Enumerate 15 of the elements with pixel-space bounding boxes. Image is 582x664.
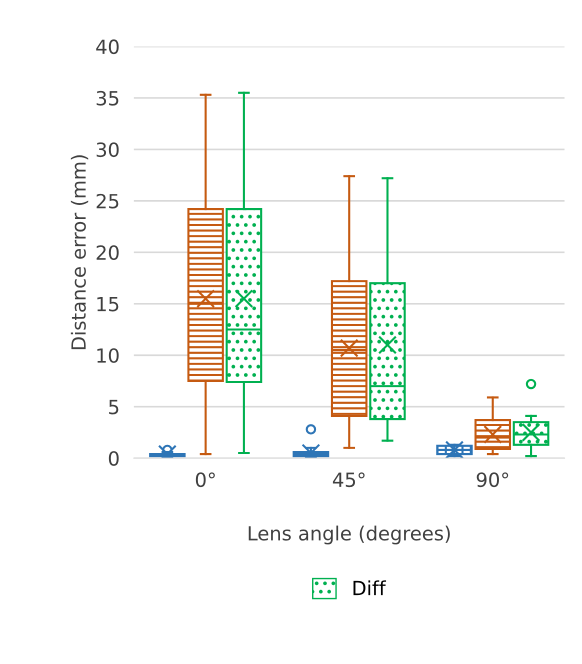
y-tick-label: 10 (97, 348, 119, 363)
y-tick-label: 15 (97, 296, 118, 312)
y-tick-label: 25 (96, 194, 118, 209)
y-tick-label: 0 (108, 451, 119, 466)
x-axis-title: Lens angle (degrees) (248, 526, 450, 544)
x-tick-label: 0° (196, 472, 215, 488)
y-tick-label: 20 (96, 245, 119, 260)
x-tick-label: 90° (476, 472, 508, 488)
y-axis-title: Distance error (mm) (70, 155, 88, 350)
y-tick-label: 5 (109, 400, 118, 414)
y-tick-label: 35 (96, 90, 118, 106)
legend-label: Diff (354, 580, 386, 596)
y-tick-label: 30 (96, 142, 119, 158)
x-tick-label: 45° (332, 472, 365, 488)
y-tick-label: 40 (96, 39, 119, 54)
